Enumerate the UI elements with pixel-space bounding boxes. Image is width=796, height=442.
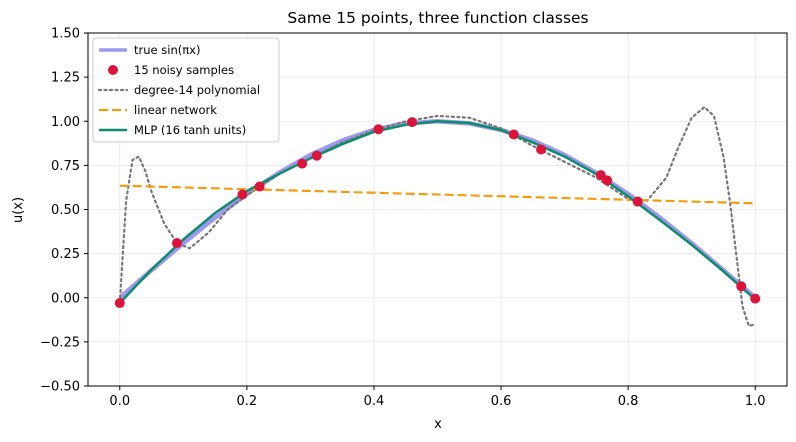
sample-point — [311, 150, 322, 161]
sample-point — [171, 238, 182, 249]
legend-box — [92, 37, 280, 143]
series-line — [119, 184, 756, 205]
x-tick-label: 0.8 — [618, 394, 639, 409]
sample-point — [632, 196, 643, 207]
y-tick-label: 1.00 — [51, 115, 80, 130]
sample-point — [602, 175, 613, 186]
sample-point — [750, 293, 761, 304]
y-tick-label: 1.50 — [51, 27, 80, 42]
legend-label: 15 noisy samples — [134, 63, 234, 77]
legend-item: degree-14 polynomial — [97, 83, 260, 97]
sample-point — [254, 181, 265, 192]
legend-label: MLP (16 tanh units) — [134, 123, 246, 137]
y-tick-label: 0.25 — [51, 247, 80, 262]
legend-marker — [108, 65, 118, 75]
legend-item: linear network — [99, 103, 217, 117]
x-tick-label: 0.4 — [364, 394, 385, 409]
legend-item: true sin(πx) — [99, 43, 200, 57]
axis-ticks: 0.0 0.2 0.4 0.6 0.8 1.0 −0.50 −0.25 0.00 0.25 0.50… — [40, 27, 765, 410]
y-tick-label: 0.50 — [51, 203, 80, 218]
sample-point — [407, 117, 418, 128]
sample-point — [297, 158, 308, 169]
legend-item: 15 noisy samples — [108, 63, 234, 77]
series-mlp-16-tanh-units — [118, 120, 757, 304]
legend-item: MLP (16 tanh units) — [99, 123, 246, 137]
series-line — [118, 120, 757, 304]
y-axis-label: u(x) — [11, 197, 26, 223]
sample-point — [508, 129, 519, 140]
sample-point — [373, 124, 384, 135]
chart-title: Same 15 points, three function classes — [287, 9, 588, 27]
x-tick-label: 1.0 — [745, 394, 766, 409]
sample-point — [736, 281, 747, 292]
legend-label: degree-14 polynomial — [134, 83, 260, 97]
sample-point — [237, 189, 248, 200]
series-line — [118, 106, 757, 328]
x-tick-label: 0.6 — [491, 394, 512, 409]
x-tick-label: 0.0 — [109, 394, 130, 409]
legend: true sin(πx) 15 noisy samples degree-14 po… — [92, 37, 280, 143]
legend-label: linear network — [134, 103, 217, 117]
y-tick-label: 0.75 — [51, 159, 80, 174]
x-axis-label: x — [434, 417, 442, 432]
sample-point — [536, 144, 547, 155]
series-degree-14-polynomial — [118, 106, 757, 328]
sample-point — [114, 298, 125, 309]
y-tick-label: 0.00 — [51, 291, 80, 306]
series-15-noisy-samples — [114, 117, 761, 309]
plot-series — [114, 106, 761, 328]
legend-label: true sin(πx) — [134, 43, 200, 57]
y-tick-label: −0.25 — [40, 335, 80, 350]
x-tick-label: 0.2 — [237, 394, 258, 409]
series-linear-network — [119, 184, 756, 205]
y-tick-label: −0.50 — [40, 380, 80, 395]
y-tick-label: 1.25 — [51, 71, 80, 86]
